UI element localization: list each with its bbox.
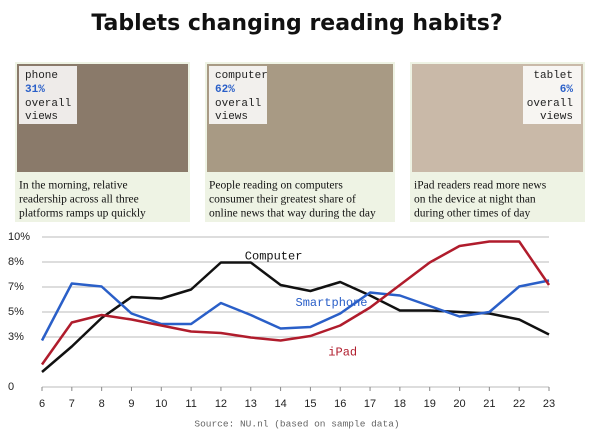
x-tick-label: 13	[245, 398, 257, 410]
y-tick-label: 10%	[8, 231, 30, 243]
x-tick-label: 22	[513, 398, 525, 410]
views-label: overall	[527, 98, 573, 110]
x-tick-label: 10	[155, 398, 167, 410]
source: Source: NU.nl (based on sample data)	[194, 419, 399, 430]
y-tick-label: 0	[8, 381, 14, 393]
caption: online news that way during the day	[209, 208, 376, 220]
caption: iPad readers read more news	[414, 180, 547, 192]
x-tick-label: 14	[274, 398, 286, 410]
views-label: views	[540, 111, 573, 123]
caption: on the device at night than	[414, 194, 536, 206]
x-tick-label: 21	[483, 398, 495, 410]
caption: readership across all three	[19, 194, 139, 206]
series-label: iPad	[328, 346, 357, 360]
title: Tablets changing reading habits?	[91, 11, 502, 36]
device-label: tablet	[533, 70, 573, 82]
caption: consumer their greatest share of	[209, 194, 356, 206]
caption: during other times of day	[414, 208, 531, 220]
x-tick-label: 8	[99, 398, 105, 410]
x-tick-label: 17	[364, 398, 376, 410]
x-tick-label: 6	[39, 398, 45, 410]
x-tick-label: 12	[215, 398, 227, 410]
caption: People reading on computers	[209, 180, 343, 192]
views-label: overall	[25, 98, 71, 110]
views-label: overall	[215, 98, 261, 110]
x-tick-label: 11	[185, 398, 196, 410]
x-tick-label: 9	[128, 398, 134, 410]
label-box	[523, 66, 581, 124]
x-tick-label: 18	[394, 398, 406, 410]
x-tick-label: 16	[334, 398, 346, 410]
x-tick-label: 23	[543, 398, 555, 410]
x-tick-label: 19	[424, 398, 436, 410]
device-label: computer	[215, 70, 268, 82]
device-label: phone	[25, 70, 58, 82]
x-tick-label: 15	[304, 398, 316, 410]
y-tick-label: 7%	[8, 281, 24, 293]
share-label: 31%	[25, 84, 45, 96]
x-tick-label: 20	[453, 398, 465, 410]
x-tick-label: 7	[69, 398, 75, 410]
caption: In the morning, relative	[19, 180, 128, 192]
series-line	[40, 279, 550, 342]
y-tick-label: 8%	[8, 256, 24, 268]
series-line	[40, 240, 551, 366]
share-label: 62%	[215, 84, 235, 96]
label-box	[19, 66, 77, 124]
views-label: views	[215, 111, 248, 123]
y-tick-label: 3%	[8, 331, 24, 343]
share-label: 6%	[560, 84, 574, 96]
y-tick-label: 5%	[8, 306, 24, 318]
series-line	[41, 261, 550, 373]
series-label: Computer	[245, 250, 303, 264]
views-label: views	[25, 111, 58, 123]
series-label: Smartphone	[296, 296, 368, 310]
caption: platforms ramps up quickly	[19, 208, 146, 220]
label-box	[209, 66, 267, 124]
